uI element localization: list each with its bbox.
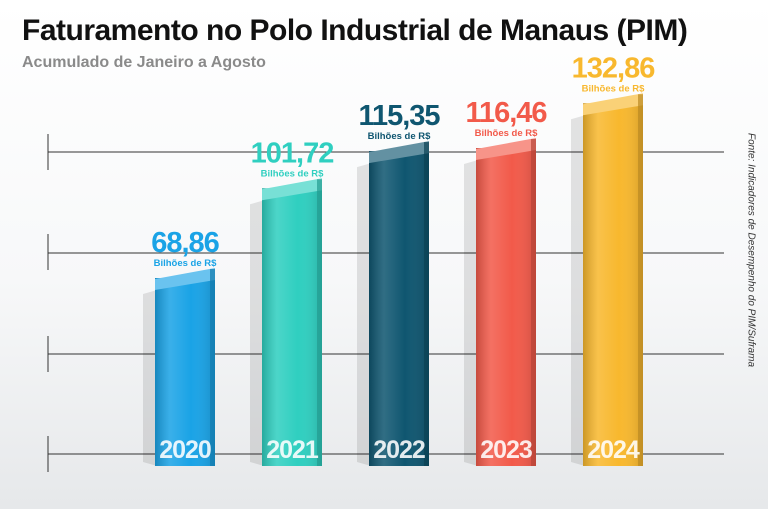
value-label: 115,35	[358, 100, 440, 132]
value-label: 101,72	[251, 137, 334, 169]
unit-label: Bilhões de R$	[475, 128, 539, 139]
bar-2021	[250, 178, 322, 466]
year-label: 2021	[266, 436, 319, 464]
unit-label: Bilhões de R$	[368, 131, 432, 142]
year-label: 2024	[587, 436, 640, 464]
bar-2024	[571, 93, 643, 466]
bar-2023	[464, 138, 536, 466]
bar-2020	[143, 268, 215, 466]
bar-2022	[357, 141, 429, 466]
value-label: 68,86	[151, 227, 219, 259]
year-label: 2020	[159, 436, 211, 464]
unit-label: Bilhões de R$	[582, 83, 646, 94]
year-label: 2022	[373, 436, 425, 464]
value-label: 116,46	[465, 97, 547, 129]
unit-label: Bilhões de R$	[154, 258, 218, 269]
unit-label: Bilhões de R$	[261, 168, 325, 179]
year-label: 2023	[480, 436, 532, 464]
bars	[143, 93, 643, 466]
value-label: 132,86	[572, 52, 656, 84]
chart-title: Faturamento no Polo Industrial de Manaus…	[22, 14, 688, 47]
chart-subtitle: Acumulado de Janeiro a Agosto	[22, 54, 266, 71]
